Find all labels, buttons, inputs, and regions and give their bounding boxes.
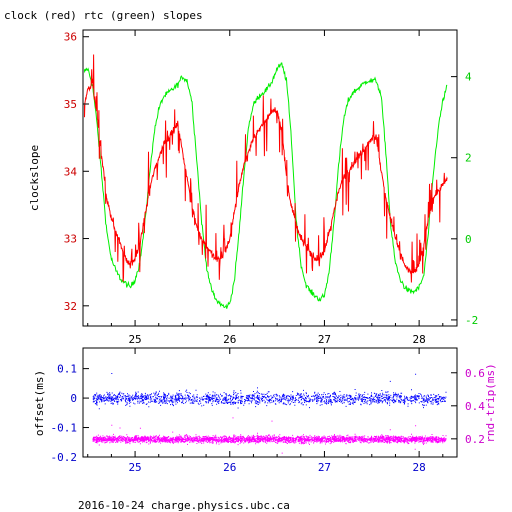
top-x-tick-label: 25 bbox=[128, 333, 141, 346]
top-y-tick-label: 34 bbox=[64, 165, 78, 178]
chart-title: clock (red) rtc (green) slopes bbox=[4, 9, 203, 22]
rtc-slope-line bbox=[84, 62, 448, 309]
top-y2-tick-label: -2 bbox=[465, 314, 478, 327]
bottom-y-tick-label: -0.2 bbox=[51, 451, 78, 464]
bottom-y2-tick-label: 0.2 bbox=[465, 433, 485, 446]
offset-points bbox=[92, 373, 447, 410]
top-y-tick-label: 33 bbox=[64, 233, 77, 246]
bottom-x-tick-label: 25 bbox=[128, 461, 141, 474]
top-y2-tick-label: 2 bbox=[465, 152, 472, 165]
top-x-tick-label: 27 bbox=[318, 333, 331, 346]
bottom-x-tick-label: 27 bbox=[318, 461, 331, 474]
top-x-tick-label: 28 bbox=[413, 333, 426, 346]
footer-text: 2016-10-24 charge.physics.ubc.ca bbox=[78, 499, 290, 512]
bottom-x-tick-label: 28 bbox=[413, 461, 426, 474]
bottom-y2-axis-label: rnd-trip(ms) bbox=[484, 363, 497, 442]
bottom-y2-tick-label: 0.4 bbox=[465, 400, 485, 413]
bottom-plot-frame bbox=[82, 347, 458, 458]
bottom-y-tick-label: 0.1 bbox=[57, 363, 77, 376]
top-y2-tick-label: 0 bbox=[465, 233, 472, 246]
top-y-tick-label: 36 bbox=[64, 31, 77, 44]
clock-slope-line bbox=[84, 54, 448, 283]
bottom-y-axis-label: offset(ms) bbox=[33, 370, 46, 436]
bottom-y-tick-label: -0.1 bbox=[51, 422, 78, 435]
top-y-axis-label: clockslope bbox=[28, 145, 41, 211]
top-y-tick-label: 35 bbox=[64, 98, 77, 111]
bottom-y2-tick-label: 0.6 bbox=[465, 367, 485, 380]
bottom-y-tick-label: 0 bbox=[70, 392, 77, 405]
bottom-x-tick-label: 26 bbox=[223, 461, 236, 474]
roundtrip-points bbox=[92, 417, 447, 454]
top-y-tick-label: 32 bbox=[64, 300, 77, 313]
top-plot-frame bbox=[82, 29, 458, 327]
top-x-tick-label: 26 bbox=[223, 333, 236, 346]
top-y2-tick-label: 4 bbox=[465, 71, 472, 84]
